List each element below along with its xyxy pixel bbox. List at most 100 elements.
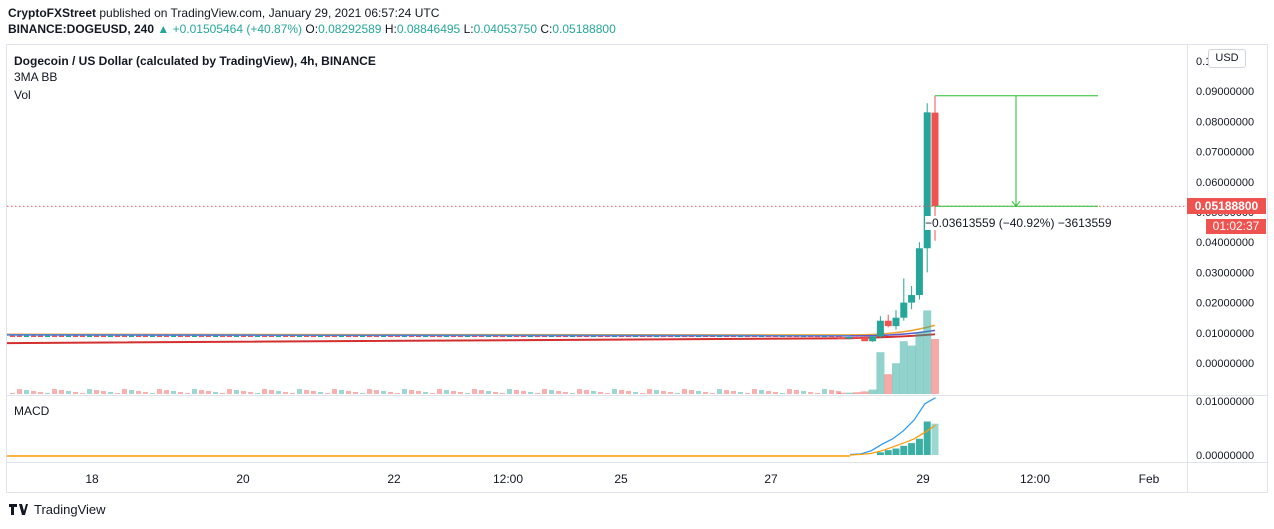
volume-bar xyxy=(262,389,267,394)
candle xyxy=(876,320,884,337)
volume-bar xyxy=(94,390,99,394)
volume-bar xyxy=(556,391,561,394)
candle xyxy=(458,335,463,338)
volume-bar xyxy=(563,392,568,394)
volume-bar xyxy=(738,392,743,394)
candle xyxy=(283,335,288,338)
volume-bar xyxy=(766,391,771,394)
indicator-3ma-bb[interactable]: 3MA BB xyxy=(14,70,58,84)
volume-bar xyxy=(493,392,498,394)
volume-bar xyxy=(612,389,617,394)
volume-bar xyxy=(108,392,113,394)
volume-bar xyxy=(528,392,533,394)
volume-bar xyxy=(892,363,900,394)
volume-bar xyxy=(661,391,666,394)
candle xyxy=(206,335,211,338)
pane-title: Dogecoin / US Dollar (calculated by Trad… xyxy=(14,54,376,68)
candle xyxy=(931,112,939,207)
volume-bar xyxy=(157,389,162,394)
volume-bar xyxy=(633,392,638,394)
candle xyxy=(297,335,302,338)
volume-bar xyxy=(38,392,43,394)
volume-bar xyxy=(444,390,449,394)
volume-bar xyxy=(884,374,893,394)
indicator-vol[interactable]: Vol xyxy=(14,88,31,102)
volume-bar xyxy=(129,390,134,394)
volume-bar xyxy=(577,389,582,394)
candle xyxy=(837,337,845,339)
up-triangle-icon: ▲ xyxy=(157,22,170,36)
volume-bar xyxy=(136,391,141,394)
candle xyxy=(290,335,295,338)
volume-bar xyxy=(234,390,239,394)
candle xyxy=(115,335,120,338)
volume-bar xyxy=(689,390,694,394)
candle xyxy=(472,335,477,338)
volume-bar xyxy=(542,389,547,394)
candle xyxy=(276,335,281,338)
close-value: 0.05188800 xyxy=(552,22,616,36)
candle xyxy=(444,335,449,338)
publish-info: published on TradingView.com, January 29… xyxy=(99,6,440,20)
candle xyxy=(409,335,414,338)
tradingview-footer[interactable]: TradingView xyxy=(8,502,106,519)
volume-bar xyxy=(647,389,652,394)
volume-bar xyxy=(759,390,764,394)
candle xyxy=(493,335,498,338)
macd-line xyxy=(849,397,936,456)
volume-bar xyxy=(521,391,526,394)
low-label: L: xyxy=(463,22,474,36)
volume-bar xyxy=(409,390,414,394)
macd-histogram-bar xyxy=(876,452,884,455)
price-tick-label: 0.06000000 xyxy=(1196,177,1254,189)
volume-bar xyxy=(115,393,120,394)
volume-bar xyxy=(845,392,854,394)
volume-bar xyxy=(402,389,407,394)
candle xyxy=(80,335,85,338)
candle xyxy=(869,336,877,342)
volume-bar xyxy=(907,345,916,394)
candle xyxy=(346,335,351,338)
volume-bar xyxy=(353,392,358,394)
footer-brand: TradingView xyxy=(34,502,106,517)
volume-bar xyxy=(101,391,106,394)
volume-bar xyxy=(10,393,15,394)
close-label: C: xyxy=(540,22,553,36)
price-tick-label: 0.07000000 xyxy=(1196,147,1254,159)
candle xyxy=(374,335,379,338)
candle xyxy=(423,335,428,338)
bb-line xyxy=(6,334,851,337)
currency-button[interactable]: USD xyxy=(1208,49,1246,68)
candle xyxy=(199,335,204,338)
macd-histogram-bar xyxy=(892,448,900,455)
measure-label: −0.03613559 (−40.92%) −3613559 xyxy=(925,216,1112,230)
candle xyxy=(360,335,365,338)
macd-histogram-bar xyxy=(931,423,939,455)
candle xyxy=(38,335,43,338)
measure-arrow-icon xyxy=(1011,200,1021,208)
author-name[interactable]: CryptoFXStreet xyxy=(8,6,97,20)
candle xyxy=(388,335,393,338)
candle xyxy=(185,335,190,338)
candle xyxy=(17,335,22,338)
volume-bar xyxy=(31,391,36,394)
volume-bar xyxy=(696,391,701,394)
candle xyxy=(157,335,162,338)
volume-bar xyxy=(860,391,869,394)
volume-bar xyxy=(570,393,575,394)
candle xyxy=(59,335,64,338)
volume-bar xyxy=(290,393,295,394)
volume-bar xyxy=(876,352,885,394)
candle xyxy=(521,335,526,338)
volume-bar xyxy=(416,391,421,394)
volume-bar xyxy=(923,310,932,394)
volume-bar xyxy=(241,391,246,394)
macd-histogram-bar xyxy=(900,445,908,455)
candle xyxy=(845,337,853,339)
volume-bar xyxy=(787,389,792,394)
volume-bar xyxy=(731,391,736,394)
indicator-macd[interactable]: MACD xyxy=(14,404,50,418)
candle xyxy=(122,335,127,338)
volume-bar xyxy=(710,393,715,394)
